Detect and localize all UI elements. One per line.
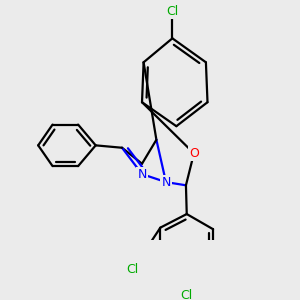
Text: N: N [137, 168, 147, 181]
Text: Cl: Cl [126, 263, 139, 276]
Text: Cl: Cl [181, 289, 193, 300]
Text: O: O [189, 147, 199, 160]
Text: Cl: Cl [166, 5, 178, 18]
Text: N: N [161, 176, 171, 189]
